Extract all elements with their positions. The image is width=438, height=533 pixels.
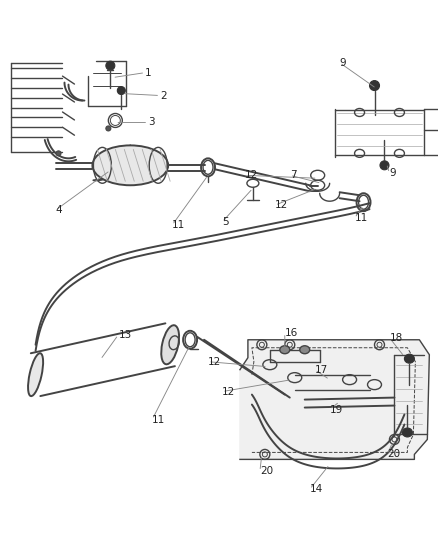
Text: 12: 12 — [208, 357, 221, 367]
Text: 13: 13 — [118, 330, 131, 340]
Text: 1: 1 — [145, 68, 152, 78]
Text: 16: 16 — [284, 328, 297, 338]
Text: 4: 4 — [55, 205, 62, 215]
Text: 9: 9 — [339, 58, 346, 68]
Text: 5: 5 — [222, 217, 228, 227]
Ellipse shape — [299, 346, 309, 354]
Text: 12: 12 — [222, 386, 235, 397]
Ellipse shape — [92, 146, 168, 185]
Ellipse shape — [106, 126, 110, 131]
Text: 17: 17 — [314, 365, 327, 375]
Ellipse shape — [369, 80, 378, 91]
Ellipse shape — [106, 61, 115, 70]
Polygon shape — [240, 340, 428, 459]
Ellipse shape — [56, 151, 61, 156]
Ellipse shape — [403, 354, 413, 363]
Text: 19: 19 — [329, 405, 342, 415]
Ellipse shape — [279, 346, 289, 354]
Text: 20: 20 — [387, 449, 400, 459]
Ellipse shape — [117, 86, 125, 94]
Text: 11: 11 — [152, 415, 165, 424]
Text: 11: 11 — [354, 213, 367, 223]
Text: 12: 12 — [274, 200, 287, 210]
Ellipse shape — [28, 353, 43, 396]
Text: 18: 18 — [389, 333, 402, 343]
Ellipse shape — [379, 161, 388, 170]
Text: 11: 11 — [172, 220, 185, 230]
Text: 7: 7 — [289, 170, 296, 180]
Text: 2: 2 — [160, 91, 166, 101]
Text: 3: 3 — [148, 117, 155, 127]
Text: 20: 20 — [259, 466, 272, 477]
Ellipse shape — [402, 428, 411, 437]
Text: 9: 9 — [389, 168, 395, 179]
Text: 14: 14 — [309, 484, 322, 494]
Ellipse shape — [161, 325, 179, 364]
Text: 12: 12 — [244, 170, 258, 180]
